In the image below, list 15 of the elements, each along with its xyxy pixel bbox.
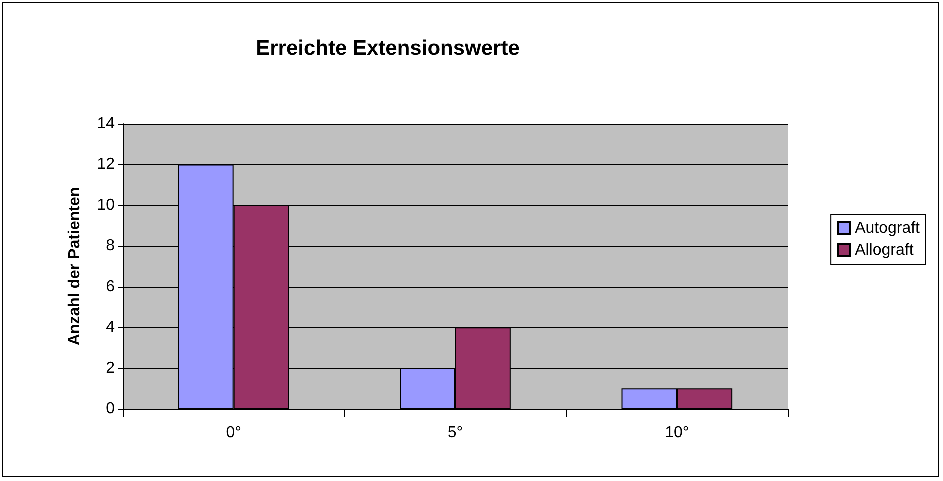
y-tick-label: 6 — [106, 278, 116, 296]
x-tick-label: 5° — [448, 424, 464, 442]
y-axis-title: Anzahl der Patienten — [66, 187, 84, 346]
y-tick-label: 10 — [97, 196, 116, 214]
y-tick-label: 12 — [97, 156, 116, 174]
legend-label: Allograft — [855, 242, 914, 259]
y-tick-label: 4 — [106, 319, 116, 336]
chart-title: Erreichte Extensionswerte — [256, 37, 520, 60]
y-tick-label: 14 — [97, 116, 116, 132]
x-tick-label: 10° — [665, 424, 690, 442]
y-tick-label: 2 — [106, 360, 116, 377]
y-tick-label: 8 — [106, 238, 116, 255]
x-tick-label: 0° — [226, 424, 242, 442]
y-tick-label: 0 — [106, 400, 116, 418]
legend-label: Autograft — [855, 220, 921, 237]
